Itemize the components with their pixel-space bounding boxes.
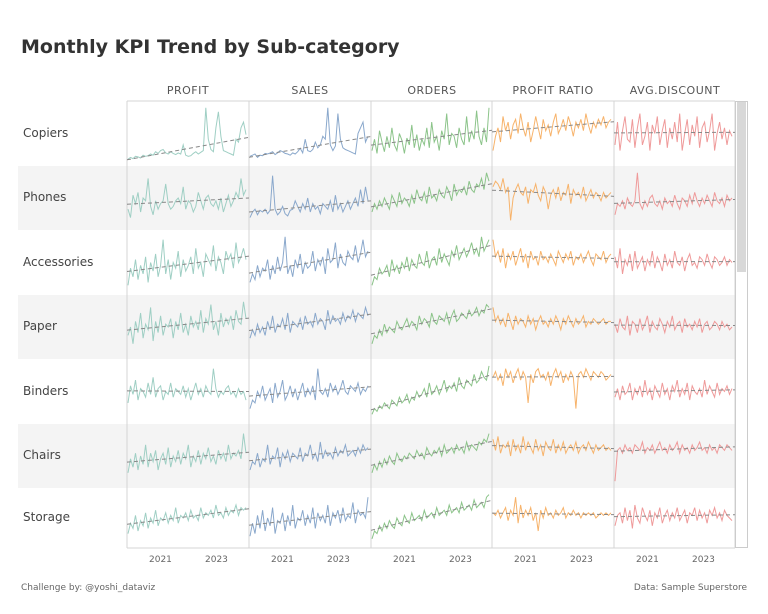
row-label: Accessories (23, 254, 94, 269)
trend-line (248, 386, 372, 397)
sparkline-avg-discount-paper[interactable] (614, 315, 733, 336)
row-label: Paper (23, 319, 57, 333)
vertical-scrollbar[interactable] (735, 101, 748, 548)
sparkline-orders-accessories[interactable] (371, 236, 490, 286)
x-tick-label: 2023 (327, 555, 350, 565)
sparkline-profit-chairs[interactable] (127, 433, 247, 473)
sparkline-orders-paper[interactable] (371, 303, 490, 344)
footer-source: Data: Sample Superstore (633, 583, 747, 593)
sparkline-profit-phones[interactable] (127, 178, 247, 218)
column-header: SALES (291, 84, 329, 97)
trend-line (370, 440, 493, 466)
sparkline-profit-paper[interactable] (127, 301, 247, 344)
column-header: AVG.DISCOUNT (629, 84, 721, 97)
x-tick-label: 2023 (449, 555, 472, 565)
sparkline-profit-binders[interactable] (127, 368, 247, 403)
sparkline-orders-copiers[interactable] (371, 107, 490, 154)
column-header: PROFIT (166, 84, 210, 97)
trend-line (370, 499, 493, 531)
x-tick-label: 2023 (692, 555, 715, 565)
sparkline-orders-phones[interactable] (371, 172, 490, 213)
sparkline-profit-storage[interactable] (127, 503, 247, 534)
sparkline-sales-storage[interactable] (249, 497, 369, 537)
sparkline-sales-phones[interactable] (249, 175, 369, 218)
trend-line (491, 189, 615, 197)
trend-line (370, 374, 493, 411)
trend-line (613, 198, 736, 204)
trend-line (613, 446, 736, 452)
row-label: Phones (23, 190, 67, 204)
scrollbar-thumb[interactable] (737, 102, 746, 272)
trend-line (126, 390, 250, 393)
sparkline-profit-ratio-accessories[interactable] (492, 239, 612, 269)
x-tick-label: 2021 (271, 555, 294, 565)
sparkline-profit-ratio-binders[interactable] (492, 367, 612, 409)
x-tick-label: 2023 (570, 555, 593, 565)
trend-line (613, 131, 736, 134)
sparkline-sales-paper[interactable] (249, 305, 369, 339)
sparkline-profit-copiers[interactable] (127, 107, 247, 160)
row-label: Chairs (23, 448, 61, 462)
sparkline-orders-storage[interactable] (371, 494, 490, 539)
sparkline-sales-chairs[interactable] (249, 441, 369, 471)
x-tick-label: 2023 (205, 555, 228, 565)
trend-line (491, 445, 615, 450)
sparkline-sales-accessories[interactable] (249, 236, 369, 283)
row-label: Copiers (23, 125, 69, 140)
column-header: ORDERS (407, 84, 457, 97)
trend-line (491, 255, 615, 259)
sparkline-profit-ratio-copiers[interactable] (492, 113, 612, 151)
x-tick-label: 2021 (393, 555, 416, 565)
row-band (18, 166, 735, 230)
sparkline-profit-ratio-storage[interactable] (492, 497, 612, 532)
sparkline-orders-binders[interactable] (371, 365, 490, 415)
row-label: Binders (23, 383, 69, 398)
trend-line (370, 308, 493, 335)
sparkline-orders-chairs[interactable] (371, 433, 490, 473)
trend-line (370, 129, 493, 146)
sparkline-sales-copiers[interactable] (249, 107, 369, 159)
column-header: PROFIT RATIO (512, 84, 594, 97)
sparkline-sales-binders[interactable] (249, 368, 369, 409)
sparkline-avg-discount-copiers[interactable] (614, 113, 733, 151)
trend-line (126, 197, 250, 205)
trend-line (613, 514, 736, 518)
sparkline-profit-accessories[interactable] (127, 239, 247, 286)
trend-line (491, 512, 615, 516)
sparkline-profit-ratio-chairs[interactable] (492, 436, 612, 457)
x-tick-label: 2021 (514, 555, 537, 565)
trend-line (491, 375, 615, 378)
sparkline-avg-discount-binders[interactable] (614, 379, 733, 401)
x-tick-label: 2021 (149, 555, 172, 565)
x-tick-label: 2021 (636, 555, 659, 565)
sparkline-avg-discount-storage[interactable] (614, 504, 733, 529)
row-label: Storage (23, 510, 70, 524)
sparkline-profit-ratio-phones[interactable] (492, 178, 612, 221)
trend-line (613, 389, 736, 393)
page-title: Monthly KPI Trend by Sub-category (21, 36, 400, 58)
sparkline-avg-discount-accessories[interactable] (614, 248, 733, 274)
sparkline-profit-ratio-paper[interactable] (492, 307, 611, 332)
footer-credit: Challenge by: @yoshi_dataviz (21, 583, 156, 593)
trend-line (491, 319, 615, 324)
sparkline-avg-discount-phones[interactable] (614, 172, 733, 215)
